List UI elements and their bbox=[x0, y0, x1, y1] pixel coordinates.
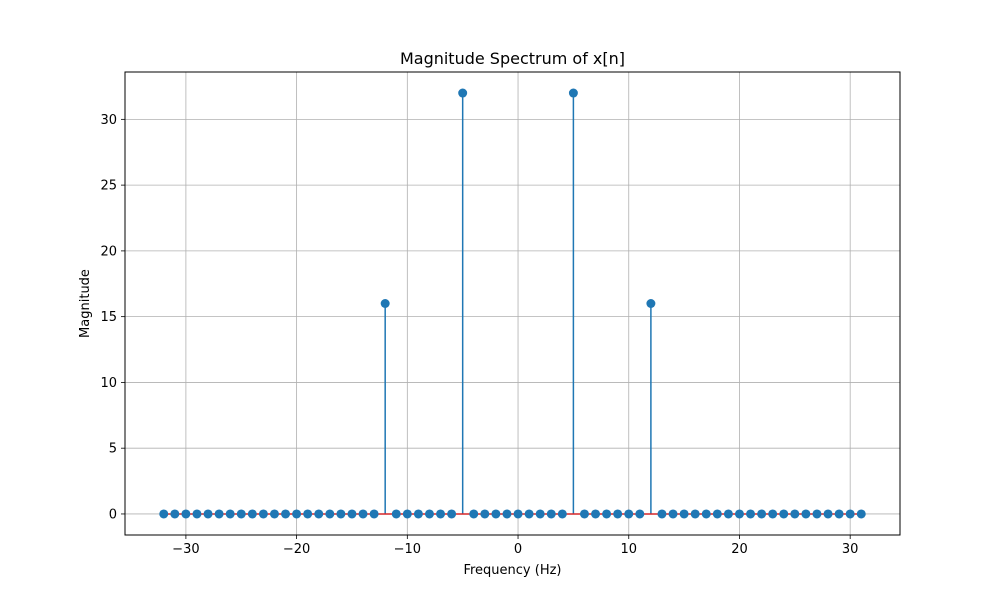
stem-marker bbox=[281, 509, 291, 519]
stem-marker bbox=[757, 509, 767, 519]
stem-marker bbox=[247, 509, 257, 519]
stem-marker bbox=[646, 299, 656, 308]
stem-marker bbox=[701, 509, 711, 519]
stem-marker bbox=[214, 509, 224, 519]
stem-marker bbox=[292, 509, 302, 519]
x-tick-label: 30 bbox=[842, 542, 859, 557]
stem-marker bbox=[413, 509, 423, 519]
stem-marker bbox=[524, 509, 534, 519]
y-tick-label: 30 bbox=[100, 113, 117, 128]
stem-marker bbox=[203, 509, 213, 519]
stem-marker bbox=[458, 88, 468, 98]
stem-marker bbox=[790, 509, 800, 519]
chart-title: Magnitude Spectrum of x[n] bbox=[400, 49, 625, 68]
stem-marker bbox=[723, 509, 733, 519]
stem-marker bbox=[480, 509, 490, 519]
stem-marker bbox=[380, 299, 390, 308]
stem-marker bbox=[358, 509, 368, 519]
stem-marker bbox=[447, 509, 457, 519]
stem-marker bbox=[192, 509, 202, 519]
y-tick-label: 10 bbox=[100, 376, 117, 391]
y-axis-ticks: 0 5 10 15 20 25 30 bbox=[100, 113, 125, 522]
stem-marker bbox=[369, 509, 379, 519]
stem-marker bbox=[225, 509, 235, 519]
x-tick-label: 0 bbox=[514, 542, 522, 557]
x-tick-label: −10 bbox=[394, 542, 421, 557]
stem-marker bbox=[347, 509, 357, 519]
stem-marker bbox=[391, 509, 401, 519]
x-axis-label: Frequency (Hz) bbox=[463, 563, 561, 578]
stem-marker bbox=[269, 509, 279, 519]
stem-marker bbox=[801, 509, 811, 519]
stem-marker bbox=[845, 509, 855, 519]
stem-marker bbox=[746, 509, 756, 519]
stem-marker bbox=[856, 509, 866, 519]
y-axis-label: Magnitude bbox=[78, 269, 93, 338]
stem-marker bbox=[591, 509, 601, 519]
stem-marker bbox=[436, 509, 446, 519]
stem-marker bbox=[557, 509, 567, 519]
stem-marker bbox=[668, 509, 678, 519]
y-tick-label: 5 bbox=[109, 442, 117, 457]
stem-marker bbox=[624, 509, 634, 519]
stem-marker bbox=[236, 509, 246, 519]
stem-marker bbox=[657, 509, 667, 519]
y-tick-label: 25 bbox=[100, 179, 117, 194]
stem-marker bbox=[502, 509, 512, 519]
stem-marker bbox=[635, 509, 645, 519]
grid-lines bbox=[125, 72, 900, 535]
stem-marker bbox=[779, 509, 789, 519]
stem-marker bbox=[535, 509, 545, 519]
stem-marker bbox=[513, 509, 523, 519]
stem-marker bbox=[568, 88, 578, 98]
stem-marker bbox=[834, 509, 844, 519]
stem-marker bbox=[823, 509, 833, 519]
stem-marker bbox=[579, 509, 589, 519]
stem-lines bbox=[384, 93, 652, 514]
x-tick-label: −30 bbox=[172, 542, 199, 557]
stem-marker bbox=[602, 509, 612, 519]
stem-marker bbox=[325, 509, 335, 519]
stem-marker bbox=[402, 509, 412, 519]
stem-marker bbox=[613, 509, 623, 519]
stem-marker bbox=[469, 509, 479, 519]
stem-marker bbox=[258, 509, 268, 519]
y-tick-label: 15 bbox=[100, 310, 117, 325]
stem-marker bbox=[170, 509, 180, 519]
x-tick-label: −20 bbox=[283, 542, 310, 557]
stem-marker bbox=[181, 509, 191, 519]
stem-marker bbox=[546, 509, 556, 519]
stem-marker bbox=[734, 509, 744, 519]
stem-marker bbox=[336, 509, 346, 519]
stem-marker bbox=[424, 509, 434, 519]
stem-marker bbox=[768, 509, 778, 519]
stem-marker bbox=[712, 509, 722, 519]
x-tick-label: 10 bbox=[620, 542, 637, 557]
axes-frame bbox=[124, 71, 901, 536]
stem-marker bbox=[314, 509, 324, 519]
y-tick-label: 20 bbox=[100, 244, 117, 259]
stem-markers bbox=[159, 88, 866, 519]
stem-marker bbox=[690, 509, 700, 519]
x-tick-label: 20 bbox=[731, 542, 748, 557]
stem-marker bbox=[303, 509, 313, 519]
stem-marker bbox=[491, 509, 501, 519]
x-axis-ticks: −30 −20 −10 0 10 20 30 bbox=[172, 535, 858, 557]
stem-marker bbox=[159, 509, 169, 519]
stem-marker bbox=[812, 509, 822, 519]
y-tick-label: 0 bbox=[109, 507, 117, 522]
stem-marker bbox=[679, 509, 689, 519]
